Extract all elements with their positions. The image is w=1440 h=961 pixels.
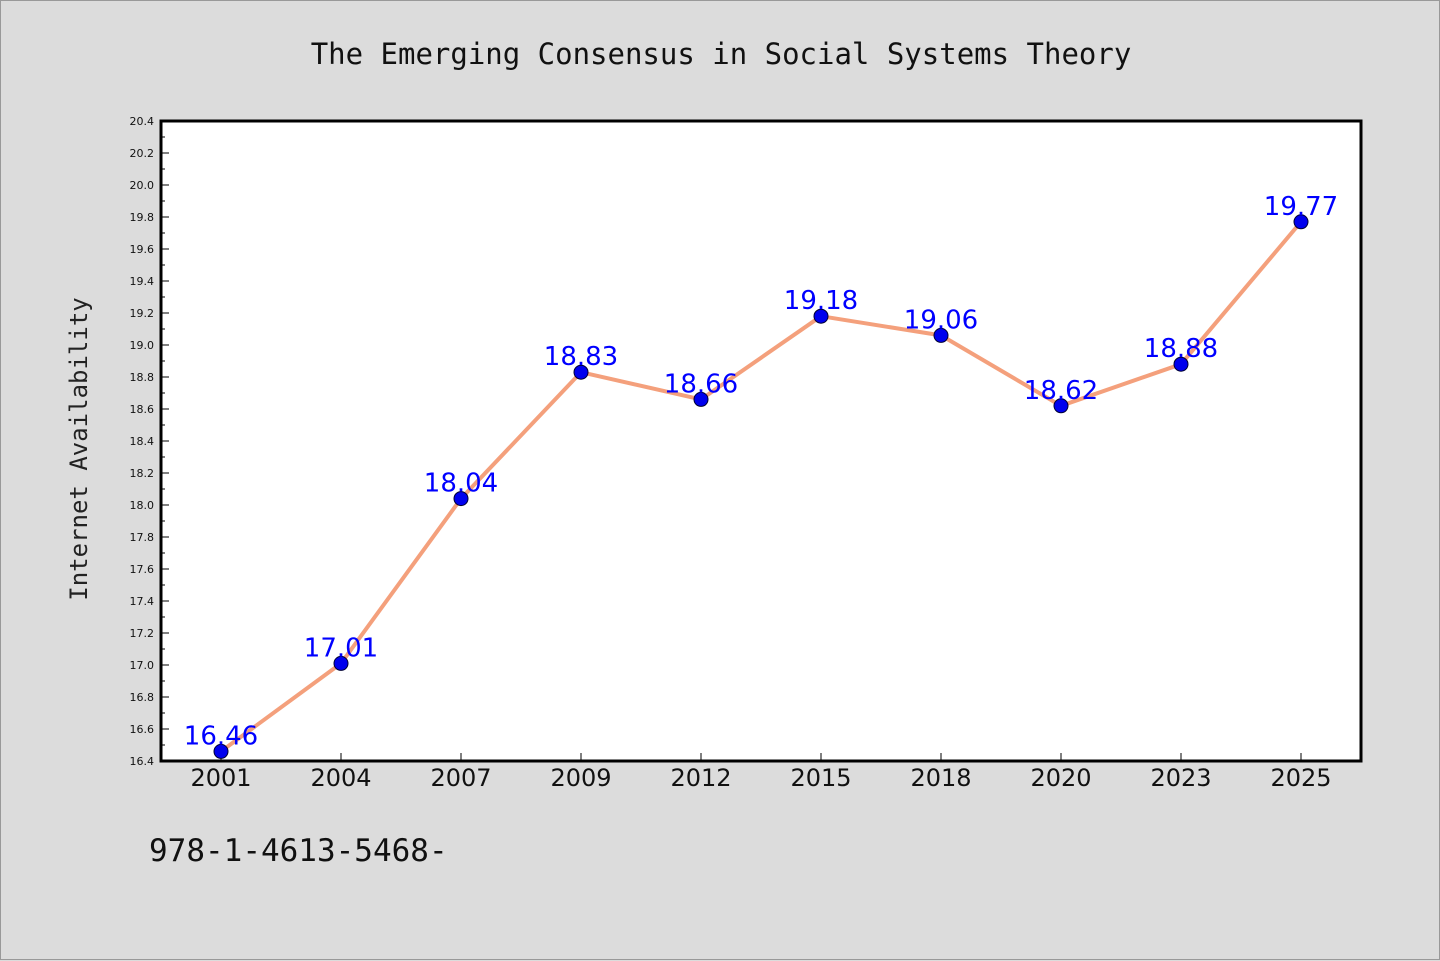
data-label: 19.18: [784, 286, 858, 316]
y-tick-label: 16.6: [130, 723, 155, 736]
y-tick-label: 20.2: [130, 147, 155, 160]
series-line: [219, 220, 1303, 754]
y-tick-label: 20.0: [130, 179, 155, 192]
y-axis: 16.4 16.6 16.8 17.0 17.2 17.4 17.6 17.8 18.0 18.2…: [130, 115, 169, 768]
x-tick-label: 2023: [1150, 764, 1211, 792]
x-tick-label: 2018: [910, 764, 971, 792]
data-point: [933, 327, 949, 343]
y-axis-label: Internet Availability: [65, 297, 93, 600]
y-tick-label: 18.0: [130, 499, 155, 512]
y-tick-label: 19.4: [130, 275, 155, 288]
y-tick-label: 19.0: [130, 339, 155, 352]
x-tick-label: 2020: [1030, 764, 1091, 792]
data-label: 18.04: [424, 469, 498, 499]
x-tick-label: 2007: [430, 764, 491, 792]
x-tick-label: 2004: [310, 764, 371, 792]
y-tick-label: 19.2: [130, 307, 155, 320]
plot-frame: [159, 119, 1363, 763]
y-tick-label: 18.2: [130, 467, 155, 480]
data-label: 16.46: [184, 721, 258, 751]
y-tick-label: 17.8: [130, 531, 155, 544]
data-label: 18.83: [544, 342, 618, 372]
y-tick-label: 20.4: [130, 115, 155, 128]
data-point: [573, 364, 589, 380]
x-tick-label: 2009: [550, 764, 611, 792]
data-point: [1173, 356, 1189, 372]
x-tick-label: 2025: [1270, 764, 1331, 792]
data-point: [1053, 398, 1069, 414]
data-label: 18.62: [1024, 376, 1098, 406]
data-label: 18.88: [1144, 334, 1218, 364]
data-label: 19.06: [904, 305, 978, 335]
data-label: 18.66: [664, 369, 738, 399]
x-tick-label: 2015: [790, 764, 851, 792]
data-point: [453, 491, 469, 507]
y-tick-label: 16.8: [130, 691, 155, 704]
data-point: [1293, 214, 1309, 230]
y-tick-label: 16.4: [130, 755, 155, 768]
data-point: [693, 391, 709, 407]
y-tick-label: 18.8: [130, 371, 155, 384]
y-tick-label: 18.6: [130, 403, 155, 416]
data-point: [213, 743, 229, 759]
y-tick-label: 17.4: [130, 595, 155, 608]
plot-area: [161, 121, 1361, 761]
data-point: [333, 655, 349, 671]
y-tick-label: 19.8: [130, 211, 155, 224]
x-tick-label: 2001: [190, 764, 251, 792]
series: 16.46 17.01 18.04 18.83 18.66 19.18 19.06 18.62…: [184, 192, 1338, 759]
x-tick-label: 2012: [670, 764, 731, 792]
y-tick-label: 17.2: [130, 627, 155, 640]
y-tick-label: 18.4: [130, 435, 155, 448]
data-label: 17.01: [304, 633, 378, 663]
chart-title: The Emerging Consensus in Social Systems…: [311, 37, 1132, 71]
footer-text: 978-1-4613-5468-: [149, 833, 448, 869]
data-point: [813, 308, 829, 324]
x-axis: 2001 2004 2007 2009 2012 2015 2018 2020 2023 2025: [190, 753, 1332, 792]
y-tick-label: 17.6: [130, 563, 155, 576]
y-tick-label: 19.6: [130, 243, 155, 256]
data-label: 19.77: [1264, 192, 1338, 222]
y-tick-label: 17.0: [130, 659, 155, 672]
